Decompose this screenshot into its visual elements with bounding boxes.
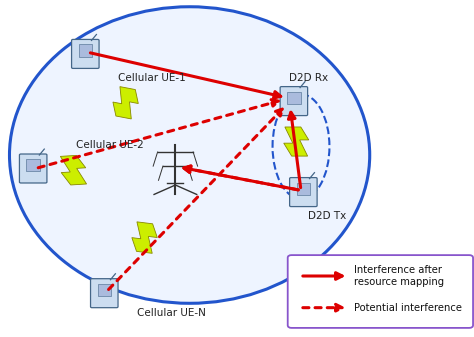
- FancyBboxPatch shape: [280, 87, 308, 116]
- Text: D2D Rx: D2D Rx: [289, 72, 328, 83]
- Polygon shape: [284, 127, 309, 156]
- Text: Potential interference: Potential interference: [354, 303, 462, 313]
- Bar: [27, 159, 40, 171]
- Text: D2D Tx: D2D Tx: [308, 211, 346, 221]
- Text: Interference after
resource mapping: Interference after resource mapping: [354, 265, 444, 287]
- Ellipse shape: [9, 7, 370, 303]
- FancyBboxPatch shape: [19, 154, 47, 183]
- Text: Cellular UE-2: Cellular UE-2: [76, 140, 144, 150]
- FancyBboxPatch shape: [72, 39, 99, 68]
- Text: Cellular UE-1: Cellular UE-1: [118, 72, 186, 83]
- Bar: [287, 92, 301, 104]
- Bar: [297, 183, 310, 195]
- Polygon shape: [113, 87, 138, 119]
- Text: Cellular UE-N: Cellular UE-N: [137, 308, 206, 318]
- Polygon shape: [60, 155, 87, 185]
- Bar: [98, 284, 111, 296]
- FancyBboxPatch shape: [288, 255, 473, 328]
- FancyBboxPatch shape: [91, 279, 118, 308]
- Polygon shape: [132, 222, 157, 253]
- FancyBboxPatch shape: [290, 178, 317, 207]
- Bar: [79, 44, 92, 57]
